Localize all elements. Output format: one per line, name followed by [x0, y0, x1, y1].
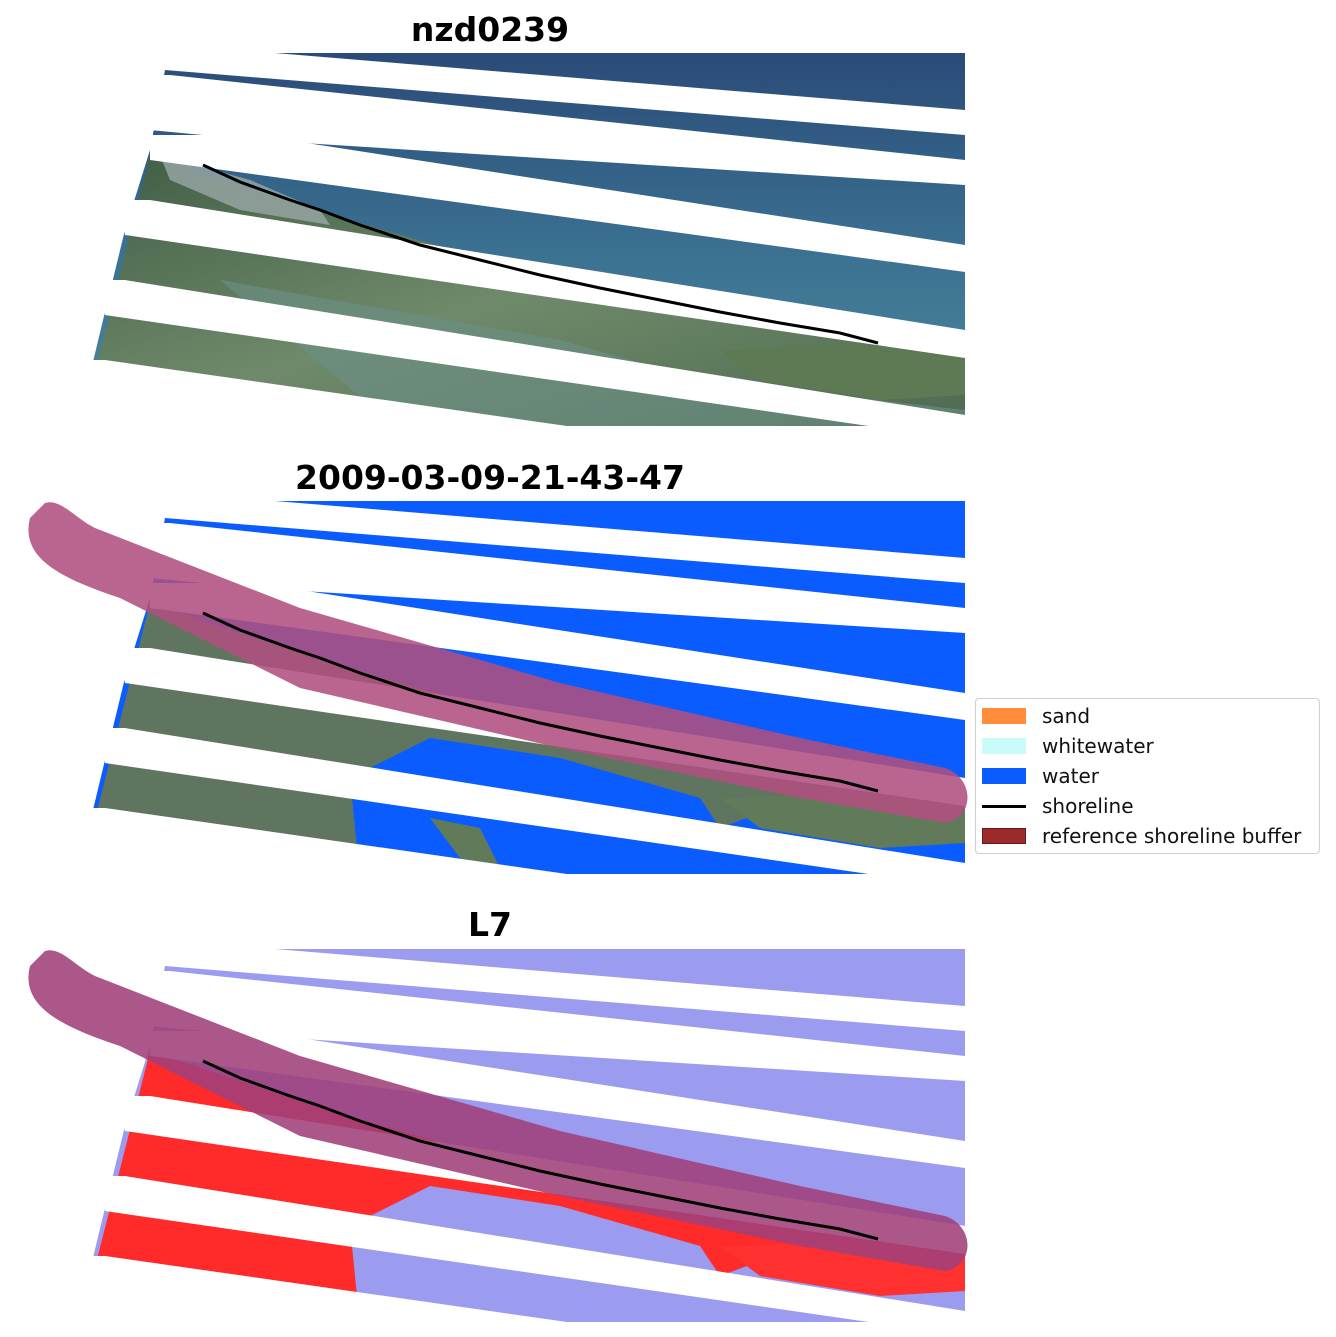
legend-item-water: water — [982, 764, 1099, 788]
legend-label: reference shoreline buffer — [1042, 824, 1302, 848]
reference-shoreline-buffer — [28, 950, 968, 1271]
panel-title-satellite: L7 — [468, 905, 512, 944]
index-image — [28, 949, 968, 1326]
rgb-image — [80, 53, 965, 430]
classified-image — [28, 501, 968, 878]
shoreline-line — [202, 611, 879, 793]
shoreline-line — [202, 163, 879, 345]
shoreline-line — [202, 1059, 879, 1241]
legend-item-sand: sand — [982, 704, 1090, 728]
legend-swatch-water — [982, 768, 1026, 784]
legend-swatch-sand — [982, 708, 1026, 724]
rgb-image-panel — [0, 50, 980, 430]
legend-label: sand — [1042, 704, 1091, 728]
panel-title-date: 2009-03-09-21-43-47 — [295, 458, 685, 497]
legend-item-buffer: reference shoreline buffer — [982, 824, 1301, 848]
index-image-panel — [0, 946, 980, 1326]
legend-label: whitewater — [1042, 734, 1154, 758]
legend-item-shoreline: shoreline — [982, 794, 1134, 818]
legend-swatch-whitewater — [982, 738, 1026, 754]
legend-swatch-buffer — [982, 828, 1026, 844]
legend: sand whitewater water shoreline referenc… — [975, 698, 1320, 854]
classified-image-panel — [0, 498, 980, 878]
legend-label: water — [1042, 764, 1099, 788]
panel-title-rgb: nzd0239 — [410, 10, 570, 49]
reference-shoreline-buffer — [28, 502, 968, 823]
legend-line-shoreline — [982, 804, 1026, 808]
legend-label: shoreline — [1042, 794, 1134, 818]
legend-item-whitewater: whitewater — [982, 734, 1154, 758]
